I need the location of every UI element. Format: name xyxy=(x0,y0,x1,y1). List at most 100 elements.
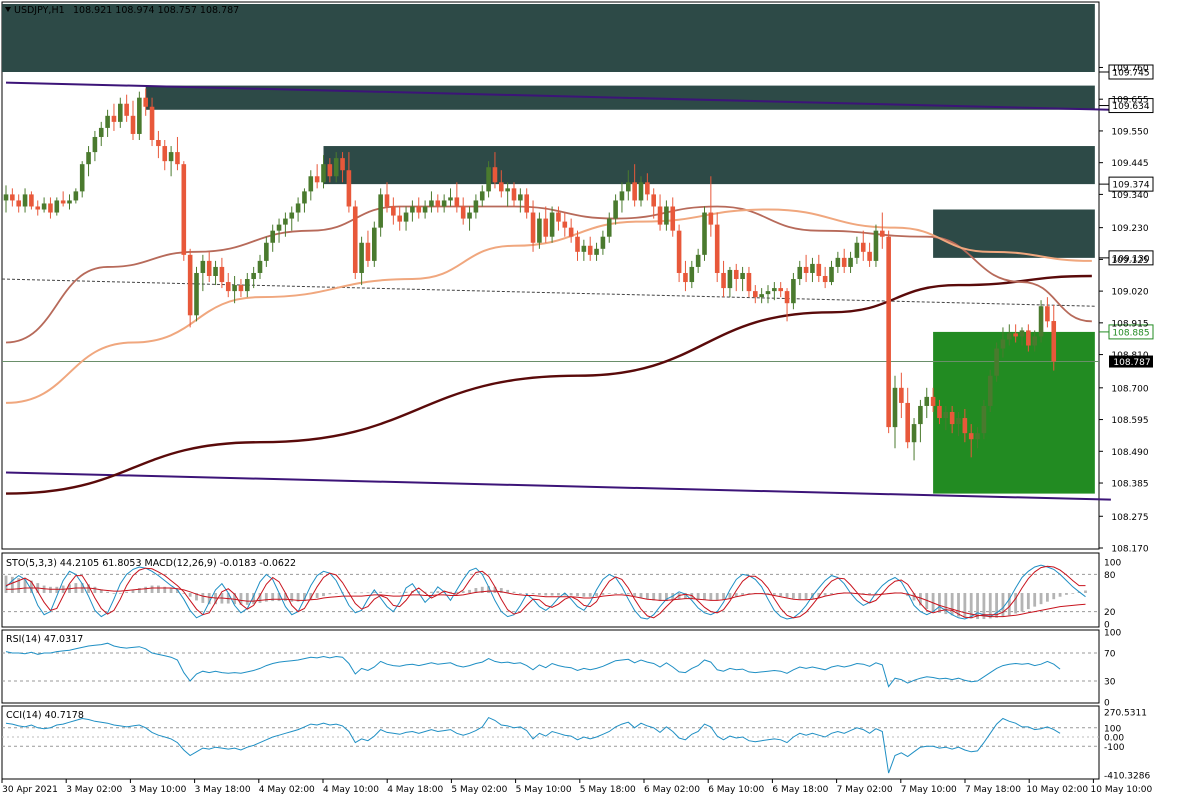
candle-body[interactable] xyxy=(664,206,669,225)
candle-body[interactable] xyxy=(384,194,390,207)
candle-body[interactable] xyxy=(600,236,606,249)
candle[interactable] xyxy=(714,212,720,283)
candle-body[interactable] xyxy=(16,200,21,207)
candle[interactable] xyxy=(194,266,199,322)
candle-body[interactable] xyxy=(619,191,625,201)
candle[interactable] xyxy=(410,200,415,222)
candle[interactable] xyxy=(295,197,301,222)
candle[interactable] xyxy=(308,170,314,201)
candle-body[interactable] xyxy=(397,215,402,222)
candle-body[interactable] xyxy=(479,191,485,201)
candle[interactable] xyxy=(16,194,21,213)
candle-body[interactable] xyxy=(232,285,237,292)
candle-body[interactable] xyxy=(10,194,15,201)
candle-body[interactable] xyxy=(645,182,650,195)
candle[interactable] xyxy=(283,212,288,237)
candle-body[interactable] xyxy=(225,282,231,292)
candle-body[interactable] xyxy=(1000,339,1006,349)
candle-body[interactable] xyxy=(562,221,568,228)
candle[interactable] xyxy=(537,212,542,249)
candle-body[interactable] xyxy=(54,200,60,213)
candle[interactable] xyxy=(695,248,701,273)
candle-body[interactable] xyxy=(283,218,288,225)
candle[interactable] xyxy=(499,170,504,198)
candle-body[interactable] xyxy=(873,230,879,261)
candle[interactable] xyxy=(435,194,441,213)
candle-body[interactable] xyxy=(587,245,593,255)
candle-body[interactable] xyxy=(791,279,796,304)
candle-body[interactable] xyxy=(92,136,98,153)
candle-body[interactable] xyxy=(352,206,358,273)
candle[interactable] xyxy=(289,206,295,231)
candle-body[interactable] xyxy=(911,424,917,443)
candle[interactable] xyxy=(206,251,212,283)
candle[interactable] xyxy=(486,161,491,198)
candle[interactable] xyxy=(778,282,783,298)
candle[interactable] xyxy=(587,236,593,261)
candle-body[interactable] xyxy=(3,194,9,201)
candle[interactable] xyxy=(930,387,936,412)
candle-body[interactable] xyxy=(1051,321,1057,362)
candle[interactable] xyxy=(994,342,999,382)
candle[interactable] xyxy=(829,260,834,286)
candle[interactable] xyxy=(245,272,250,298)
candle[interactable] xyxy=(137,91,142,140)
candle-body[interactable] xyxy=(118,103,123,122)
candle[interactable] xyxy=(219,257,225,289)
candle[interactable] xyxy=(759,288,764,304)
candle-body[interactable] xyxy=(435,200,441,207)
candle[interactable] xyxy=(118,97,123,128)
candle[interactable] xyxy=(1026,324,1031,352)
candle-body[interactable] xyxy=(778,288,783,292)
candle[interactable] xyxy=(156,130,161,159)
candle-body[interactable] xyxy=(835,257,841,267)
candle[interactable] xyxy=(841,248,847,273)
candle[interactable] xyxy=(479,185,485,207)
candle-body[interactable] xyxy=(168,152,174,162)
candle-body[interactable] xyxy=(949,412,955,425)
candle[interactable] xyxy=(346,152,352,213)
candle-body[interactable] xyxy=(708,212,714,225)
candle-body[interactable] xyxy=(670,206,676,231)
candle[interactable] xyxy=(505,182,510,207)
candle[interactable] xyxy=(683,260,688,292)
candle-body[interactable] xyxy=(1007,333,1012,340)
candle-body[interactable] xyxy=(930,396,936,406)
candle[interactable] xyxy=(187,248,193,328)
candle[interactable] xyxy=(384,182,390,213)
candle[interactable] xyxy=(391,197,396,225)
candle[interactable] xyxy=(302,188,307,213)
candle-body[interactable] xyxy=(924,396,930,406)
candle-body[interactable] xyxy=(797,266,803,280)
candle[interactable] xyxy=(518,188,523,213)
candle-body[interactable] xyxy=(1038,306,1044,337)
candle[interactable] xyxy=(29,191,34,210)
candle-body[interactable] xyxy=(784,291,790,304)
candle-body[interactable] xyxy=(73,191,79,201)
candle-body[interactable] xyxy=(264,242,269,261)
candle[interactable] xyxy=(676,224,682,283)
candle[interactable] xyxy=(1038,300,1044,343)
candle-body[interactable] xyxy=(410,206,415,213)
candle-body[interactable] xyxy=(676,230,682,273)
candle[interactable] xyxy=(651,188,656,219)
candle[interactable] xyxy=(200,254,206,292)
candle-body[interactable] xyxy=(289,212,295,219)
candle[interactable] xyxy=(638,176,644,207)
candle-body[interactable] xyxy=(899,387,904,403)
candle[interactable] xyxy=(492,152,498,189)
candle-body[interactable] xyxy=(987,375,993,406)
candle[interactable] xyxy=(416,197,422,219)
candle-body[interactable] xyxy=(638,182,644,201)
candle-body[interactable] xyxy=(187,254,193,316)
candle-body[interactable] xyxy=(880,230,885,237)
candle[interactable] xyxy=(270,224,275,252)
candle-body[interactable] xyxy=(581,245,587,252)
candle[interactable] xyxy=(454,182,460,213)
candle[interactable] xyxy=(1000,327,1006,358)
symbol-dropdown-icon[interactable] xyxy=(5,7,11,12)
candle-body[interactable] xyxy=(702,212,707,255)
candle[interactable] xyxy=(276,218,282,243)
candle-body[interactable] xyxy=(124,103,129,116)
candle-body[interactable] xyxy=(314,176,320,183)
